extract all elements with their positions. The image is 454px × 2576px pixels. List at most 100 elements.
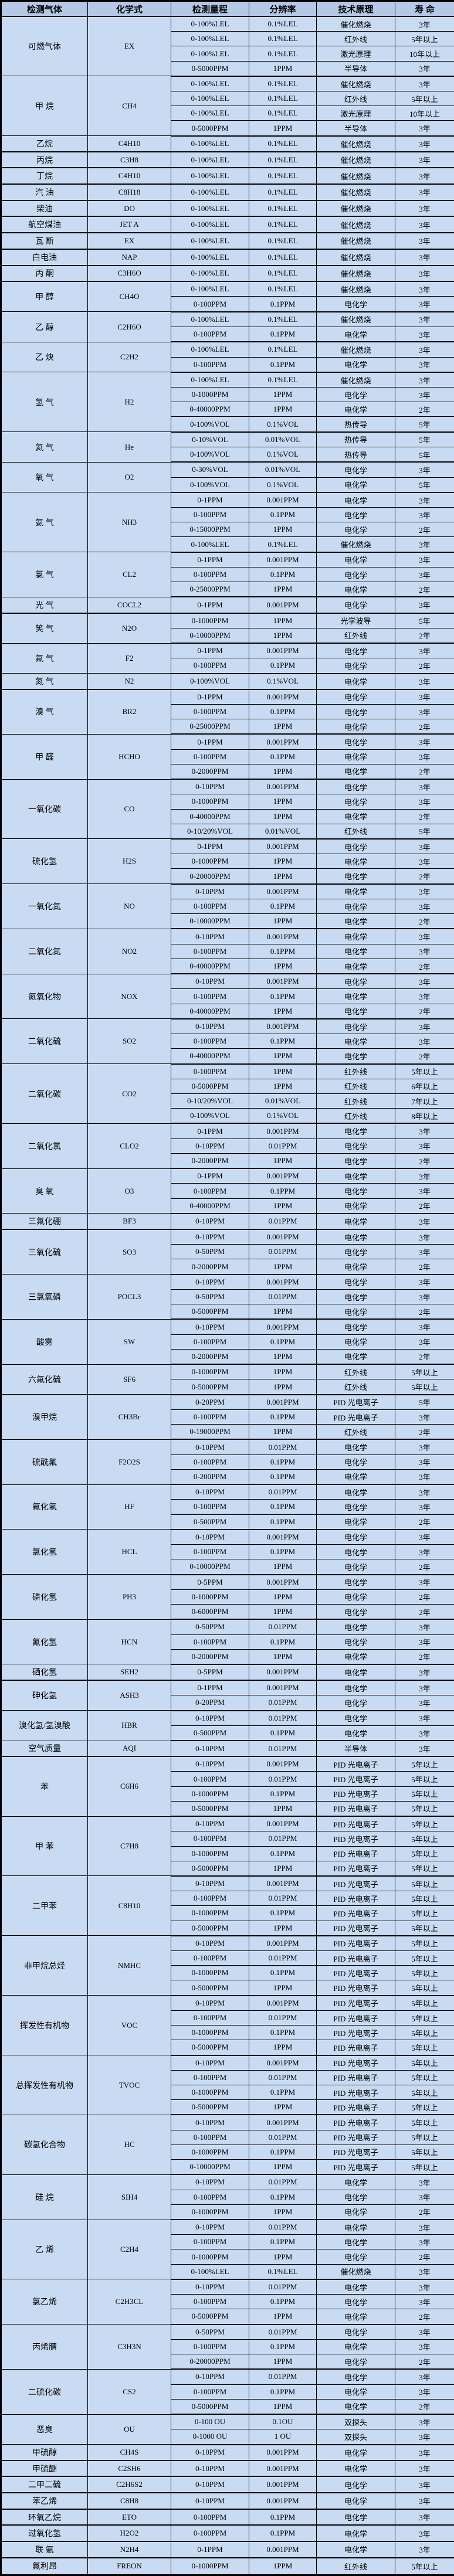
cell-resolution: 0.001PPM — [249, 973, 317, 990]
cell-principle: 电化学 — [316, 2524, 395, 2543]
cell-gas-name: 氦 气 — [1, 431, 88, 463]
cell-formula: HBR — [87, 1710, 171, 1741]
cell-principle: 电化学 — [316, 2460, 395, 2478]
cell-principle: 电化学 — [316, 1574, 395, 1590]
cell-resolution: 1PPM — [249, 613, 317, 628]
cell-formula: HCHO — [87, 733, 171, 780]
cell-range: 0-100PPM — [171, 1831, 249, 1847]
cell-principle: PID 光电离子 — [316, 2025, 395, 2041]
cell-formula: C8H18 — [87, 183, 171, 201]
cell-range: 0-100PPM — [171, 2384, 249, 2400]
table-row: 0-50PPM 0.01PPM 电化学 3年 — [1, 1244, 454, 1260]
cell-range: 0-5000PPM — [171, 1379, 249, 1395]
cell-lifespan: 3年 — [395, 1318, 454, 1335]
cell-principle: 电化学 — [316, 2339, 395, 2355]
cell-lifespan: 3年 — [395, 135, 454, 152]
cell-lifespan: 2年 — [395, 627, 454, 644]
cell-lifespan: 3年 — [395, 2219, 454, 2235]
cell-resolution: 0.001PPM — [249, 596, 317, 614]
cell-range: 0-10PPM — [171, 1935, 249, 1952]
table-row: 氮 气 N2 0-100%VOL 0.1%VOL 电化学 3年 — [1, 673, 454, 690]
cell-principle: 电化学 — [316, 1559, 395, 1575]
cell-range: 0-10PPM — [171, 1995, 249, 2011]
cell-resolution: 0.1%LEL — [249, 16, 317, 32]
cell-lifespan: 3年 — [395, 928, 454, 944]
cell-range: 0-100PPM — [171, 2189, 249, 2205]
cell-range: 0-100%VOL — [171, 447, 249, 463]
cell-formula: AQI — [87, 1740, 171, 1758]
cell-resolution: 0.01PPM — [249, 2324, 317, 2340]
cell-lifespan: 3年 — [395, 249, 454, 266]
table-row: 0-100PPM 0.01PPM PID 光电离子 5年以上 — [1, 2069, 454, 2086]
cell-resolution: 1PPM — [249, 913, 317, 930]
cell-resolution: 0.001PPM — [249, 2492, 317, 2510]
cell-lifespan: 3年 — [395, 1168, 454, 1184]
cell-principle: 电化学 — [316, 582, 395, 598]
cell-lifespan: 5年以上 — [395, 1063, 454, 1079]
cell-principle: 电化学 — [316, 1153, 395, 1170]
table-row: 一氧化氮 NO 0-10PPM 0.001PPM 电化学 3年 — [1, 883, 454, 929]
cell-range: 0-100PPM — [171, 2010, 249, 2026]
cell-range: 0-10PPM — [171, 1138, 249, 1154]
cell-lifespan: 3年 — [395, 779, 454, 795]
cell-lifespan: 3年 — [395, 567, 454, 583]
cell-gas-name: 柴油 — [1, 200, 88, 218]
cell-formula: O2 — [87, 461, 171, 493]
cell-resolution: 0.01PPM — [249, 2174, 317, 2190]
cell-resolution: 1PPM — [249, 1424, 317, 1440]
cell-principle: 催化燃烧 — [316, 216, 395, 234]
cell-range: 0-100%LEL — [171, 135, 249, 152]
cell-range: 0-100PPM — [171, 1063, 249, 1079]
cell-principle: 红外线 — [316, 91, 395, 107]
cell-formula: NO — [87, 883, 171, 929]
cell-resolution: 1PPM — [249, 1304, 317, 1320]
cell-lifespan: 3年 — [395, 673, 454, 690]
cell-gas-name: 丁烷 — [1, 167, 88, 185]
table-row: 0-1000PPM 0.1PPM PID 光电离子 5年以上 — [1, 2025, 454, 2041]
table-row: 氧 气 O2 0-30%VOL 0.01%VOL 电化学 3年 — [1, 461, 454, 493]
table-row: 硫化氢 H2S 0-1PPM 0.001PPM 电化学 3年 — [1, 838, 454, 885]
cell-principle: 热传导 — [316, 447, 395, 463]
cell-lifespan: 5年以上 — [395, 2010, 454, 2026]
table-row: 0-100PPM 0.1PPM 电化学 2年 — [1, 658, 454, 674]
cell-lifespan: 2年 — [395, 2309, 454, 2325]
cell-lifespan: 3年 — [395, 216, 454, 234]
cell-resolution: 0.001PPM — [249, 1935, 317, 1952]
cell-principle: 电化学 — [316, 2541, 395, 2558]
cell-lifespan: 3年 — [395, 2476, 454, 2494]
cell-principle: 电化学 — [316, 1680, 395, 1696]
table-row: 0-5000PPM 1PPM 电化学 2年 — [1, 1304, 454, 1320]
cell-lifespan: 5年以上 — [395, 1364, 454, 1380]
cell-resolution: 0.001PPM — [249, 643, 317, 659]
cell-resolution: 0.1PPM — [249, 2084, 317, 2101]
cell-range: 0-10PPM — [171, 2279, 249, 2295]
cell-principle: 催化燃烧 — [316, 151, 395, 169]
table-row: 0-10/20%VOL 0.01%VOL 红外线 7年以上 — [1, 1093, 454, 1109]
cell-lifespan: 5年以上 — [395, 31, 454, 47]
cell-lifespan: 3年 — [395, 1544, 454, 1560]
cell-lifespan: 3年 — [395, 643, 454, 659]
cell-principle: 电化学 — [316, 988, 395, 1004]
cell-resolution: 0.001PPM — [249, 928, 317, 944]
cell-principle: 电化学 — [316, 643, 395, 659]
table-row: 0-5000PPM 1PPM 红外线 6年以上 — [1, 1078, 454, 1095]
cell-lifespan: 5年 — [395, 1394, 454, 1410]
cell-range: 0-100%LEL — [171, 311, 249, 328]
cell-formula: TVOC — [87, 2055, 171, 2115]
cell-lifespan: 3年 — [395, 1034, 454, 1049]
cell-range: 0-100%LEL — [171, 281, 249, 297]
cell-gas-name: 甲硫醇 — [1, 2444, 88, 2461]
table-row: 0-5000PPM 1PPM 半导体 3年 — [1, 120, 454, 137]
cell-resolution: 1PPM — [249, 120, 317, 137]
cell-range: 0-50PPM — [171, 1289, 249, 1305]
cell-resolution: 0.001PPM — [249, 552, 317, 568]
cell-range: 0-5000PPM — [171, 1078, 249, 1095]
table-row: 0-100PPM 0.1PPM 电化学 3年 — [1, 898, 454, 915]
cell-resolution: 0.001PPM — [249, 2055, 317, 2071]
table-row: 0-100%LEL 0.1%LEL 催化燃烧 3年 — [1, 2264, 454, 2280]
cell-gas-name: 挥发性有机物 — [1, 1995, 88, 2056]
cell-lifespan: 2年 — [395, 1003, 454, 1019]
cell-principle: 催化燃烧 — [316, 167, 395, 185]
cell-range: 0-100%VOL — [171, 416, 249, 433]
cell-resolution: 1PPM — [249, 1259, 317, 1275]
